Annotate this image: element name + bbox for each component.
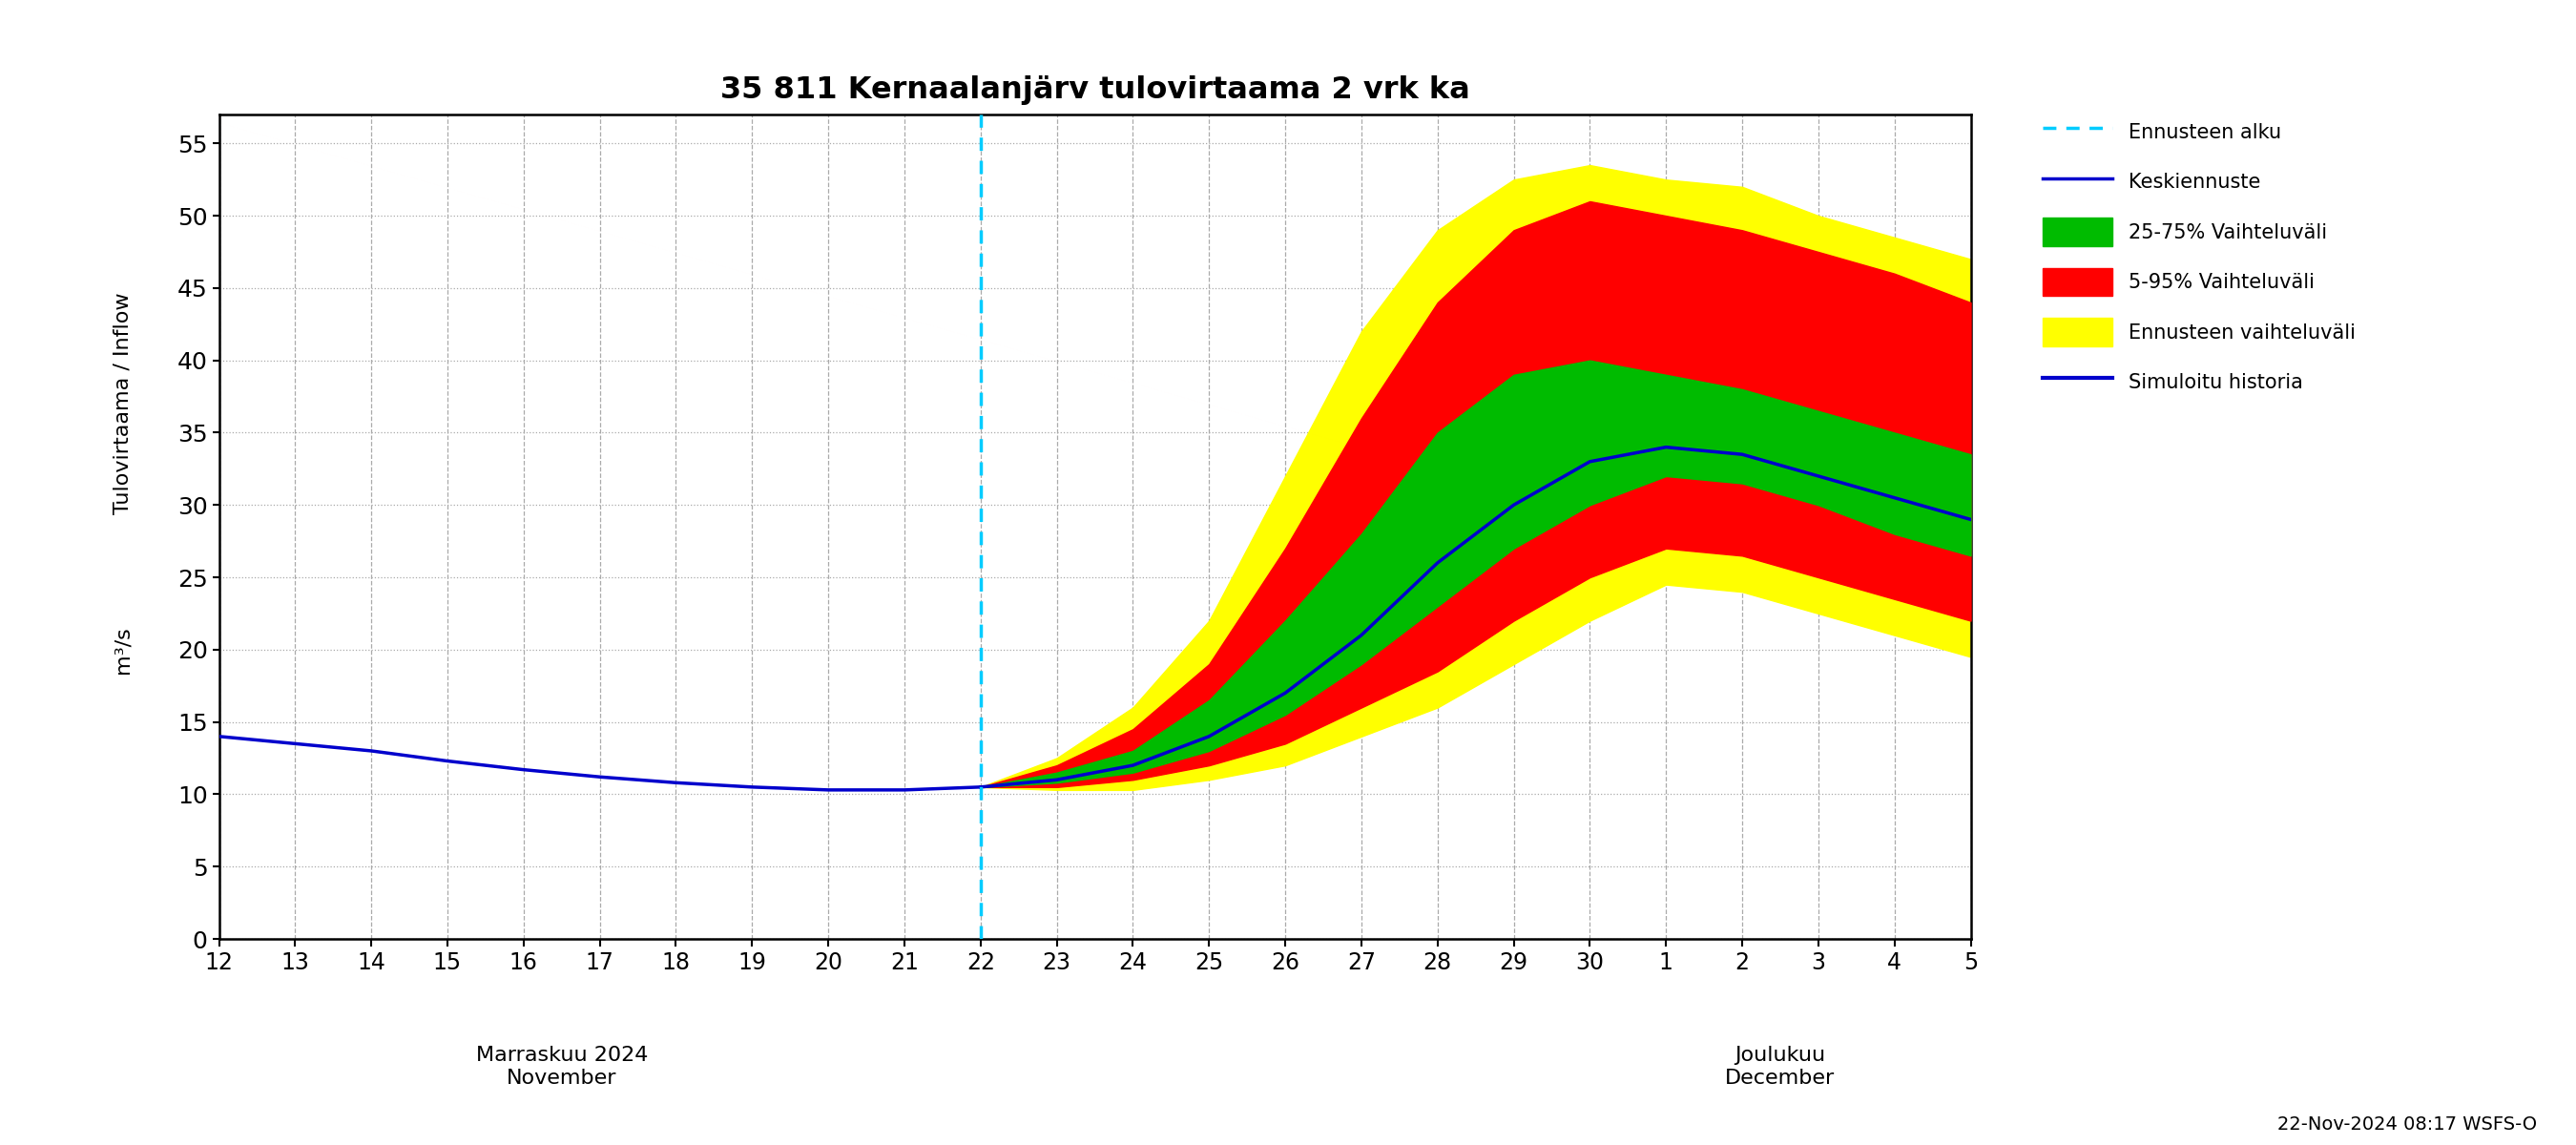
Text: Joulukuu
December: Joulukuu December [1726, 1047, 1834, 1088]
Text: Marraskuu 2024
November: Marraskuu 2024 November [477, 1047, 647, 1088]
Title: 35 811 Kernaalanjärv tulovirtaama 2 vrk ka: 35 811 Kernaalanjärv tulovirtaama 2 vrk … [719, 76, 1471, 105]
Text: Tulovirtaama / Inflow: Tulovirtaama / Inflow [113, 292, 131, 514]
Legend: Ennusteen alku, Keskiennuste, 25-75% Vaihteluväli, 5-95% Vaihteluväli, Ennusteen: Ennusteen alku, Keskiennuste, 25-75% Vai… [2032, 108, 2365, 406]
Text: m³/s: m³/s [113, 626, 131, 674]
Text: 22-Nov-2024 08:17 WSFS-O: 22-Nov-2024 08:17 WSFS-O [2277, 1115, 2537, 1134]
